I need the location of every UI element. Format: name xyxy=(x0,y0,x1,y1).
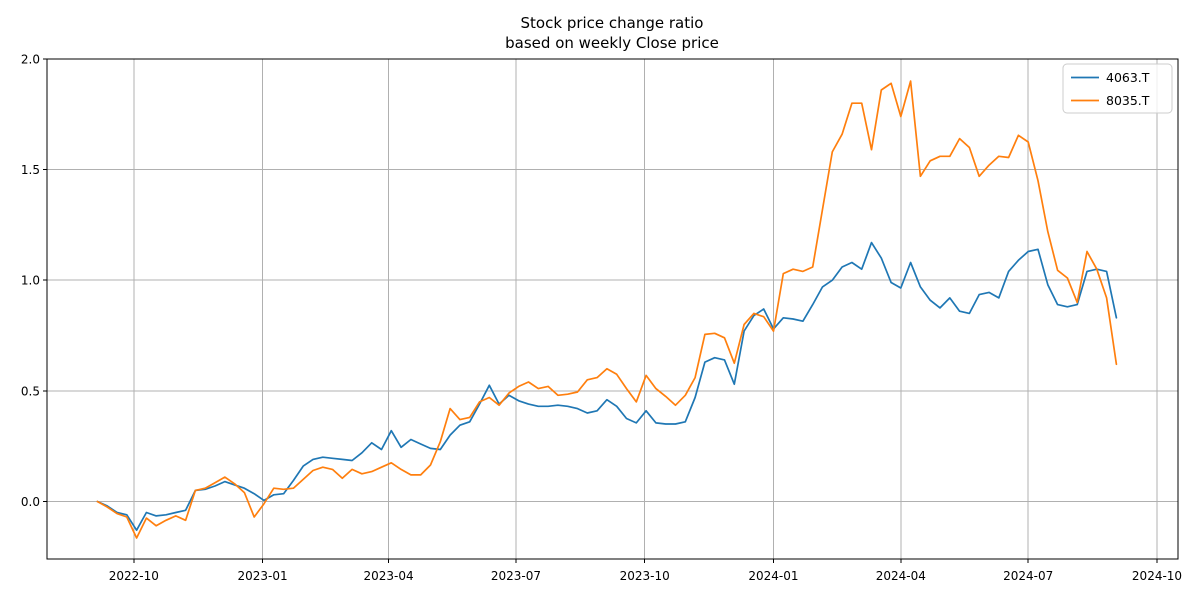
x-tick-label: 2022-10 xyxy=(109,569,159,583)
y-tick-label: 1.5 xyxy=(21,163,40,177)
x-tick-label: 2023-10 xyxy=(620,569,670,583)
plot-frame xyxy=(46,58,1179,560)
x-tick-label: 2024-10 xyxy=(1132,569,1182,583)
chart-title-line-2: based on weekly Close price xyxy=(505,34,719,52)
y-tick-label: 1.0 xyxy=(21,274,40,288)
series-line-8035.T xyxy=(96,80,1118,539)
y-tick-label: 2.0 xyxy=(21,53,40,67)
x-tick-label: 2023-04 xyxy=(363,569,413,583)
axis-ticks-and-labels: 2022-10 2023-01 2023-04 2023-07 2023-10 2024-… xyxy=(21,53,1182,584)
chart-title-line-1: Stock price change ratio xyxy=(521,14,704,32)
legend-label-4063: 4063.T xyxy=(1106,70,1150,85)
legend-label-8035: 8035.T xyxy=(1106,93,1150,108)
series-line-4063.T xyxy=(96,241,1118,532)
legend: 4063.T 8035.T xyxy=(1062,63,1173,114)
y-tick-label: 0.0 xyxy=(21,495,40,509)
x-tick-label: 2024-04 xyxy=(876,569,926,583)
series-lines xyxy=(96,80,1118,539)
gridlines xyxy=(47,58,1178,559)
y-tick-label: 0.5 xyxy=(21,384,40,398)
x-tick-label: 2023-07 xyxy=(491,569,541,583)
x-tick-label: 2024-01 xyxy=(748,569,798,583)
x-tick-label: 2024-07 xyxy=(1003,569,1053,583)
x-tick-label: 2023-01 xyxy=(237,569,287,583)
